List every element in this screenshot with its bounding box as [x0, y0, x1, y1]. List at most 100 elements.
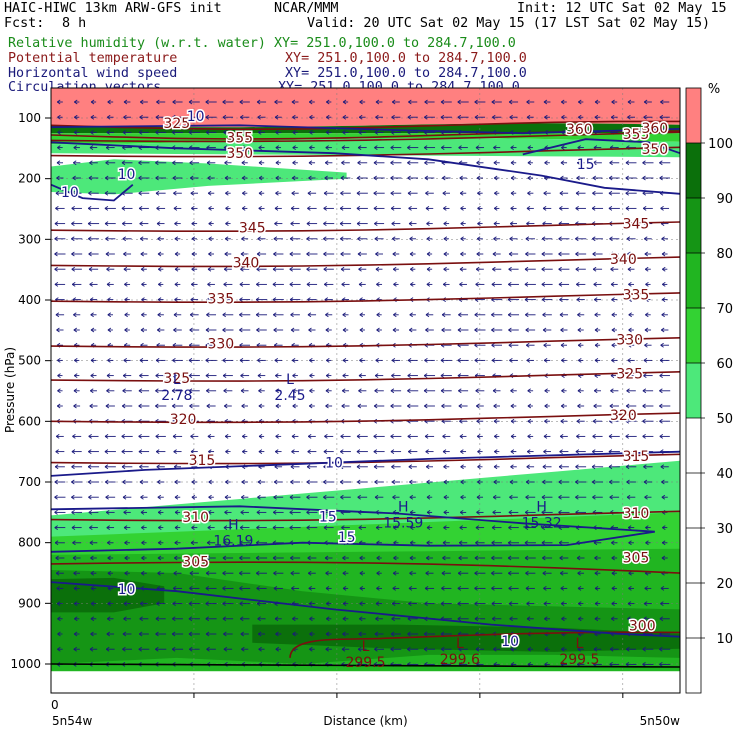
- circulation-vector-34: [627, 99, 635, 105]
- circulation-vector-643: [291, 358, 299, 363]
- circulation-vector-78: [122, 130, 132, 135]
- circulation-vector-1013: [289, 510, 301, 515]
- circulation-vector-29: [543, 99, 551, 105]
- circulation-vector-1230: [205, 601, 217, 606]
- circulation-vector-41: [123, 114, 131, 120]
- circulation-vector-90: [325, 130, 332, 135]
- circulation-vector-700: [626, 373, 636, 378]
- circulation-vector-924: [660, 464, 669, 470]
- circulation-vector-1175: [525, 570, 536, 576]
- circulation-vector-93: [374, 130, 384, 135]
- circulation-vector-701: [643, 373, 653, 378]
- circulation-vector-1054: [358, 525, 367, 530]
- circulation-vector-521: [107, 312, 113, 318]
- extremum-value-0: 2.78: [161, 388, 192, 404]
- circulation-vector-91: [342, 130, 349, 135]
- circulation-vector-66: [544, 114, 551, 120]
- circulation-vector-207: [424, 175, 435, 181]
- circulation-vector-880: [543, 449, 551, 454]
- circulation-vector-1135: [474, 555, 486, 561]
- circulation-vector-1148: [73, 570, 81, 576]
- circulation-vector-529: [239, 312, 251, 318]
- circulation-vector-1294: [659, 616, 670, 622]
- circulation-vector-1221: [56, 601, 63, 606]
- y-tick-label-8: 900: [18, 596, 41, 610]
- circulation-vector-1021: [426, 510, 433, 515]
- circulation-vector-139: [527, 145, 533, 150]
- circulation-vector-401: [575, 251, 587, 257]
- circulation-vector-1210: [491, 586, 503, 591]
- extremum-value-4: 15.32: [522, 515, 562, 531]
- circulation-vector-247: [477, 190, 483, 196]
- circulation-vector-754: [292, 403, 298, 409]
- circulation-vector-166: [357, 160, 368, 166]
- circulation-vector-81: [171, 130, 184, 135]
- rh-low-90b: [252, 624, 681, 652]
- circulation-vector-22: [424, 99, 435, 105]
- circulation-vector-386: [323, 251, 335, 257]
- circulation-vector-872: [407, 449, 418, 454]
- circulation-vector-1060: [459, 525, 467, 530]
- circulation-vector-1228: [172, 601, 183, 606]
- circulation-vector-409: [88, 266, 99, 272]
- circulation-vector-314: [356, 221, 368, 226]
- circulation-vector-406: [661, 251, 668, 257]
- circulation-vector-1307: [257, 631, 266, 637]
- circulation-vector-414: [174, 266, 181, 272]
- circulation-vector-297: [71, 221, 83, 226]
- circulation-vector-264: [138, 206, 149, 211]
- circulation-vector-1012: [272, 510, 284, 515]
- circulation-vector-1046: [223, 525, 233, 530]
- circulation-vector-378: [191, 251, 197, 257]
- circulation-vector-227: [138, 190, 150, 196]
- circulation-vector-560: [140, 327, 148, 333]
- circulation-vector-480: [662, 282, 668, 287]
- circulation-vector-431: [459, 266, 467, 272]
- extremum-kind-1: L: [286, 372, 294, 388]
- circulation-vector-1063: [508, 525, 519, 530]
- circulation-vector-512: [576, 297, 585, 302]
- circulation-vector-267: [191, 206, 198, 211]
- circulation-vector-919: [575, 464, 587, 470]
- circulation-vector-168: [390, 160, 402, 166]
- circulation-vector-359: [493, 236, 501, 242]
- circulation-vector-24: [457, 99, 469, 105]
- circulation-vector-994: [592, 494, 603, 500]
- colorbar-tick-label-5: 60: [716, 357, 733, 372]
- circulation-vector-199: [291, 175, 299, 181]
- circulation-vector-323: [509, 221, 517, 226]
- circulation-vector-1284: [491, 616, 502, 622]
- circulation-vector-556: [73, 327, 80, 333]
- circulation-vector-308: [257, 221, 265, 226]
- circulation-vector-435: [524, 266, 536, 272]
- circulation-vector-522: [124, 312, 130, 318]
- circulation-vector-376: [157, 251, 164, 257]
- circulation-vector-970: [191, 494, 197, 500]
- circulation-vector-425: [358, 266, 367, 272]
- circulation-vector-3: [107, 99, 114, 105]
- circulation-vector-1269: [239, 616, 250, 622]
- circulation-vector-1275: [342, 616, 349, 622]
- circulation-vector-65: [526, 114, 534, 120]
- circulation-vector-741: [73, 403, 81, 409]
- circulation-vector-1049: [272, 525, 284, 530]
- circulation-vector-1119: [206, 555, 216, 561]
- circulation-vector-428: [410, 266, 416, 272]
- circulation-vector-1061: [475, 525, 485, 530]
- circulation-vector-209: [459, 175, 467, 181]
- circulation-vector-861: [225, 449, 231, 454]
- circulation-vector-250: [527, 190, 534, 196]
- circulation-vector-950: [477, 479, 483, 485]
- circulation-vector-510: [541, 297, 553, 302]
- circulation-vector-1042: [158, 525, 164, 530]
- circulation-vector-1052: [323, 525, 334, 530]
- circulation-vector-879: [526, 449, 534, 454]
- circulation-vector-1361: [544, 646, 550, 652]
- circulation-vector-1045: [207, 525, 215, 530]
- circulation-vector-208: [442, 175, 451, 181]
- circulation-vector-202: [340, 175, 351, 181]
- circulation-vector-1163: [325, 570, 333, 576]
- circulation-vector-1224: [107, 601, 114, 606]
- circulation-vector-867: [323, 449, 334, 454]
- circulation-vector-459: [306, 282, 318, 287]
